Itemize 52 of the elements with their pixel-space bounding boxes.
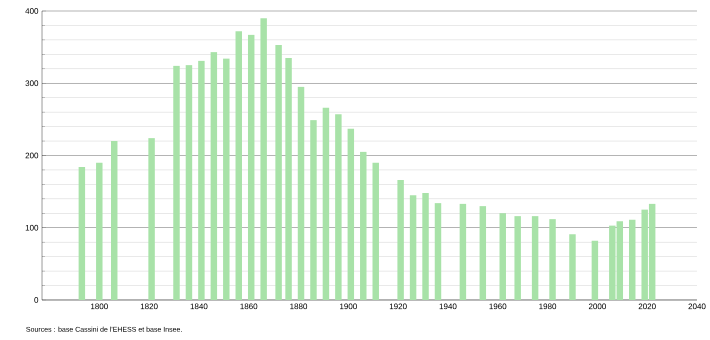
y-tick-label: 0: [34, 297, 38, 303]
bar: [549, 219, 556, 300]
bar: [335, 114, 342, 300]
bar: [186, 65, 192, 300]
x-tick-label: 1980: [539, 304, 556, 310]
x-tick-label: 1900: [340, 304, 357, 310]
bar: [592, 240, 598, 300]
y-tick-label: 400: [25, 8, 38, 14]
x-tick-label: 1820: [140, 304, 158, 310]
bar: [111, 141, 118, 300]
bar: [514, 216, 521, 300]
y-tick-label: 300: [25, 80, 38, 86]
bar: [500, 213, 506, 300]
bar: [260, 18, 267, 300]
x-tick-label: 1940: [440, 304, 457, 310]
bar: [434, 203, 442, 300]
x-tick-label: 1880: [290, 304, 308, 310]
bar: [248, 34, 254, 300]
bar: [310, 120, 317, 300]
x-tick-label: 1840: [190, 304, 208, 310]
bar: [629, 220, 636, 300]
bar: [198, 60, 205, 300]
bar: [422, 193, 429, 300]
x-tick-label: 2020: [638, 304, 656, 310]
y-tick-label: 200: [26, 152, 38, 158]
bar: [348, 128, 354, 300]
bar: [322, 108, 330, 300]
bar: [96, 162, 103, 300]
bar: [410, 195, 416, 300]
x-tick-label: 2000: [588, 304, 606, 310]
bar: [173, 66, 180, 300]
bar: [397, 180, 404, 300]
bar: [78, 167, 86, 300]
x-tick-label: 1860: [240, 304, 258, 310]
y-tick-label: 100: [26, 224, 38, 231]
bar: [569, 234, 576, 300]
bar: [460, 204, 466, 300]
bar: [275, 44, 282, 300]
x-tick-label: 1800: [91, 304, 108, 310]
x-tick-label: 1960: [489, 304, 506, 310]
bar: [285, 58, 292, 300]
bar: [223, 58, 230, 300]
x-tick-label: 1920: [390, 304, 407, 310]
bar: [148, 138, 155, 300]
bar: [372, 162, 379, 300]
bar: [480, 206, 486, 300]
x-tick-label: 2040: [688, 304, 706, 310]
bar: [236, 31, 242, 300]
bar: [210, 52, 218, 300]
bar: [532, 216, 538, 300]
bar: [298, 86, 304, 300]
bar: [360, 152, 367, 300]
